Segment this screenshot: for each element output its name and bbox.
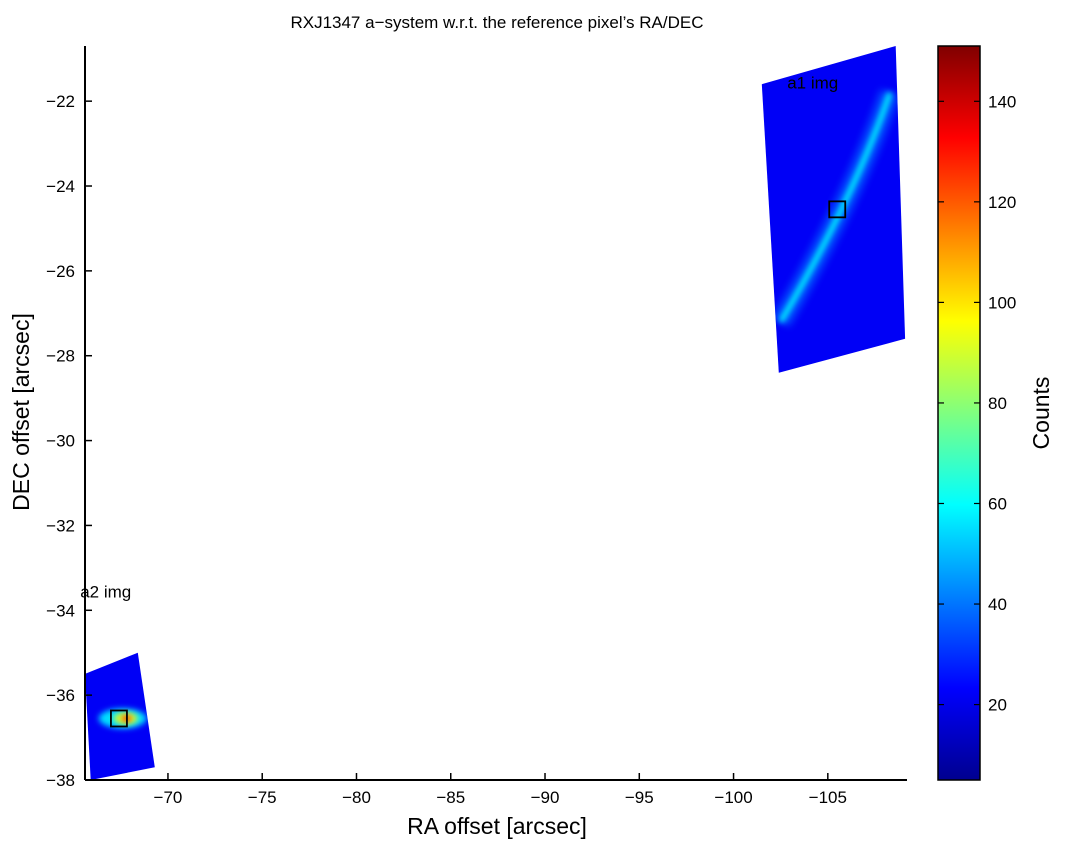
x-tick-label: −95	[625, 788, 654, 807]
colorbar-label: Counts	[1028, 377, 1054, 450]
y-tick-label: −26	[46, 262, 75, 281]
y-tick-label: −38	[46, 771, 75, 790]
colorbar-tick-label: 20	[988, 696, 1007, 715]
y-axis-label: DEC offset [arcsec]	[8, 313, 34, 511]
colorbar: 20 40 60 80 100 120 140	[937, 45, 1016, 781]
x-tick-label: −100	[714, 788, 752, 807]
y-tick-label: −34	[46, 601, 75, 620]
chart-title: RXJ1347 a−system w.r.t. the reference pi…	[290, 13, 703, 32]
colorbar-frame	[937, 45, 981, 781]
colorbar-tick-label: 100	[988, 293, 1016, 312]
image-2: a2 img	[80, 583, 155, 780]
y-tick-label: −28	[46, 347, 75, 366]
image-1: a1 img	[761, 46, 906, 373]
x-tick-label: −105	[809, 788, 847, 807]
reference-marker	[828, 200, 847, 219]
reference-marker	[110, 709, 128, 728]
image-layer: a1 img a2 img	[80, 46, 906, 780]
y-tick-label: −30	[46, 432, 75, 451]
image-label: a1 img	[787, 73, 838, 92]
colorbar-tick-label: 140	[988, 92, 1016, 111]
colorbar-tick-label: 60	[988, 494, 1007, 513]
image-label: a2 img	[80, 583, 131, 602]
x-tick-label: −75	[248, 788, 277, 807]
colorbar-tick-label: 120	[988, 193, 1016, 212]
colorbar-tick-label: 80	[988, 394, 1007, 413]
x-tick-label: −70	[154, 788, 183, 807]
plot-axes: −70 −75 −80 −85 −90 −95 −100 −105 −22 −24 −26 −28 −3…	[46, 46, 907, 807]
y-tick-label: −24	[46, 177, 75, 196]
y-tick-label: −22	[46, 92, 75, 111]
x-tick-label: −85	[436, 788, 465, 807]
y-tick-label: −36	[46, 686, 75, 705]
colorbar-tick-label: 40	[988, 595, 1007, 614]
x-tick-label: −80	[342, 788, 371, 807]
colorbar-gradient	[938, 46, 980, 780]
x-tick-label: −90	[531, 788, 560, 807]
y-tick-label: −32	[46, 516, 75, 535]
x-axis-label: RA offset [arcsec]	[407, 813, 587, 839]
